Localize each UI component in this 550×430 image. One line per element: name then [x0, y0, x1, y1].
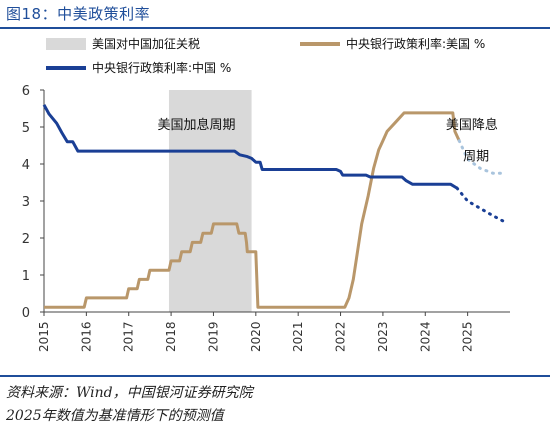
tariff-shaded-region — [168, 90, 252, 312]
x-tick-label: 2024 — [418, 321, 432, 352]
y-tick-label: 5 — [22, 121, 30, 136]
policy-rate-chart: 0 1 2 3 4 5 6 2015 2016 2017 2018 2019 2020 2021 2022… — [22, 36, 510, 352]
y-tick-label: 1 — [22, 269, 30, 284]
y-tick-label: 4 — [22, 158, 30, 173]
x-tick-label: 2017 — [122, 321, 136, 352]
footer-rule — [0, 375, 550, 377]
legend-swatch-tariff — [46, 38, 86, 50]
cutting-cycle-annotation: 美国降息 — [446, 117, 498, 133]
x-tick-label: 2015 — [37, 321, 51, 352]
china-policy-rate-forecast-line — [455, 186, 508, 224]
y-tick-labels: 0 1 2 3 4 5 6 — [22, 84, 44, 321]
legend-label-china: 中央银行政策利率:中国 % — [92, 60, 231, 75]
figure-title: 图18：中美政策利率 — [6, 5, 151, 23]
forecast-note: 2025年数值为基准情形下的预测值 — [6, 408, 224, 424]
x-tick-label: 2016 — [79, 321, 93, 352]
legend: 美国对中国加征关税 中央银行政策利率:美国 % 中央银行政策利率:中国 % — [46, 36, 485, 75]
x-tick-label: 2022 — [334, 321, 348, 352]
legend-label-us: 中央银行政策利率:美国 % — [346, 36, 485, 51]
x-tick-label: 2023 — [376, 321, 390, 352]
x-tick-label: 2019 — [206, 321, 220, 352]
y-tick-label: 0 — [22, 306, 30, 321]
legend-label-tariff: 美国对中国加征关税 — [92, 36, 200, 51]
title-bar: 图18：中美政策利率 — [0, 0, 550, 29]
y-tick-label: 6 — [22, 84, 30, 99]
hiking-cycle-annotation: 美国加息周期 — [158, 117, 236, 133]
cutting-cycle-annotation-line2: 周期 — [463, 149, 489, 164]
us-policy-rate-forecast-line — [457, 139, 508, 175]
y-tick-label: 2 — [22, 232, 30, 247]
title-rule — [0, 27, 550, 29]
china-policy-rate-line — [42, 104, 458, 190]
x-tick-labels: 2015 2016 2017 2018 2019 2020 2021 2022 2023 2024… — [37, 312, 475, 352]
us-policy-rate-line — [44, 111, 461, 309]
x-tick-label: 2020 — [249, 321, 263, 352]
x-tick-label: 2021 — [291, 321, 305, 352]
y-tick-label: 3 — [22, 195, 30, 210]
x-tick-label: 2025 — [461, 321, 475, 352]
x-tick-label: 2018 — [164, 321, 178, 352]
source-note: 资料来源：Wind，中国银河证券研究院 — [6, 385, 253, 401]
